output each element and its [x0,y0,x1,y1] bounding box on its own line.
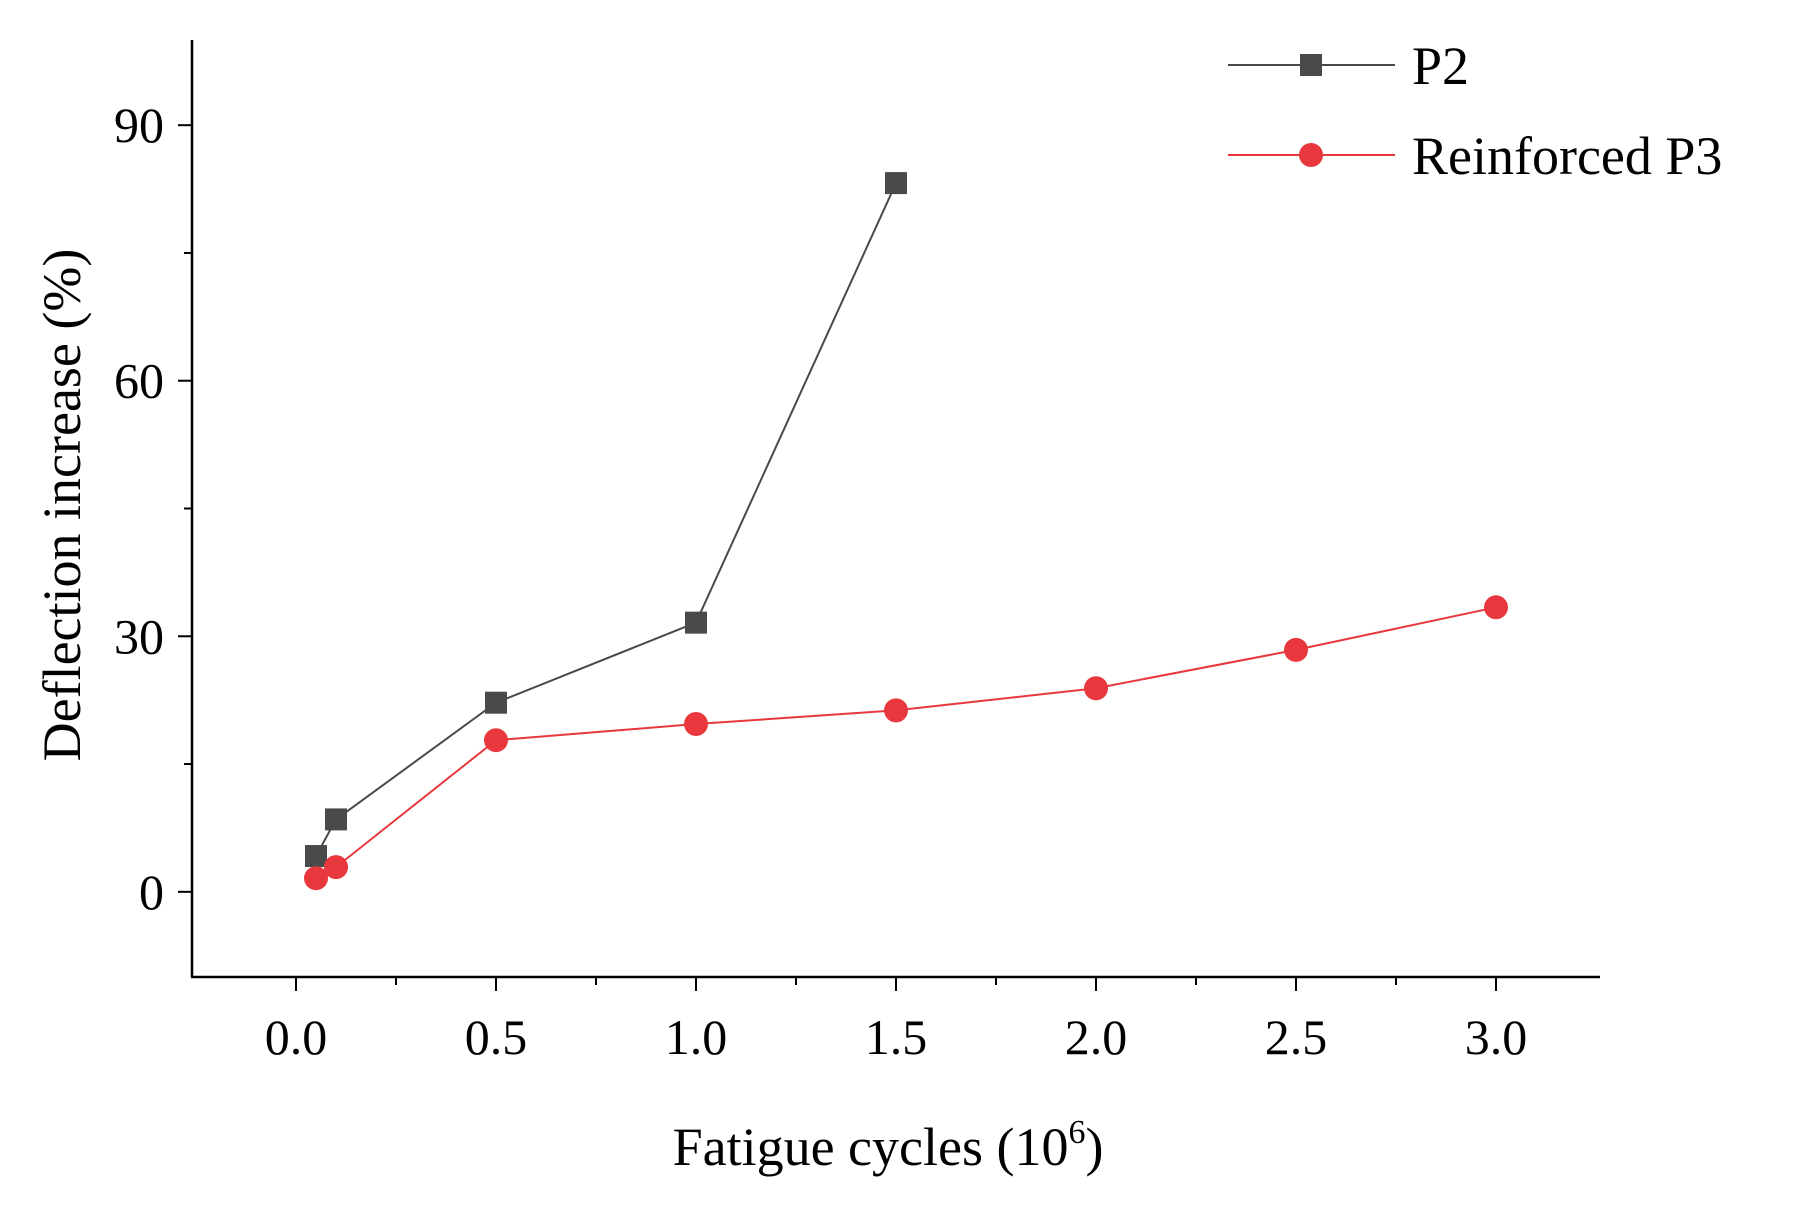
legend-marker-reinforced-p3 [1299,143,1323,167]
data-point-reinforced-p3 [1084,676,1108,701]
y-tick-label: 60 [114,353,164,409]
x-axis-title: Fatigue cycles (106) [673,1114,1104,1177]
data-point-reinforced-p3 [1484,595,1508,620]
data-point-p2 [305,845,327,868]
series-line-reinforced-p3 [315,606,1497,880]
legend-marker-p2 [1300,54,1322,76]
x-tick-label: 2.0 [1065,1009,1128,1065]
y-ticks: 0 30 60 90 [114,97,192,920]
legend-item-reinforced-p3: Reinforced P3 [1228,126,1722,186]
legend-item-p2: P2 [1228,36,1469,96]
x-ticks: 0.0 0.5 1.0 1.5 2.0 2.5 3.0 [265,977,1528,1065]
data-point-p2 [685,611,707,634]
data-point-p2 [485,691,507,714]
legend-label-reinforced-p3: Reinforced P3 [1412,126,1722,186]
data-point-reinforced-p3 [484,728,508,753]
x-tick-label: 0.5 [465,1009,528,1065]
x-tick-label: 2.5 [1265,1009,1328,1065]
x-tick-label: 1.5 [865,1009,928,1065]
data-point-p2 [885,172,907,195]
data-point-reinforced-p3 [324,855,348,880]
x-axis-title-main: Fatigue cycles (10 [673,1117,1069,1177]
x-tick-label: 0.0 [265,1009,328,1065]
data-point-p2 [325,808,347,831]
x-tick-label: 3.0 [1465,1009,1528,1065]
x-tick-label: 1.0 [665,1009,728,1065]
series-p2 [305,172,907,868]
data-point-reinforced-p3 [1284,637,1308,662]
legend-label-p2: P2 [1412,36,1469,96]
legend: P2 Reinforced P3 [1228,36,1722,186]
data-point-reinforced-p3 [684,712,708,737]
series-line-p2 [315,182,897,857]
x-axis-title-exponent: 6 [1068,1114,1085,1151]
y-tick-label: 90 [114,97,164,153]
y-axis-title: Deflection increase (%) [32,249,92,762]
series-layer [304,172,1508,891]
y-tick-label: 0 [139,864,164,920]
series-reinforced-p3 [304,595,1508,891]
x-axis-title-close: ) [1085,1117,1103,1177]
data-point-reinforced-p3 [304,866,328,891]
y-tick-label: 30 [114,608,164,664]
data-point-reinforced-p3 [884,698,908,723]
